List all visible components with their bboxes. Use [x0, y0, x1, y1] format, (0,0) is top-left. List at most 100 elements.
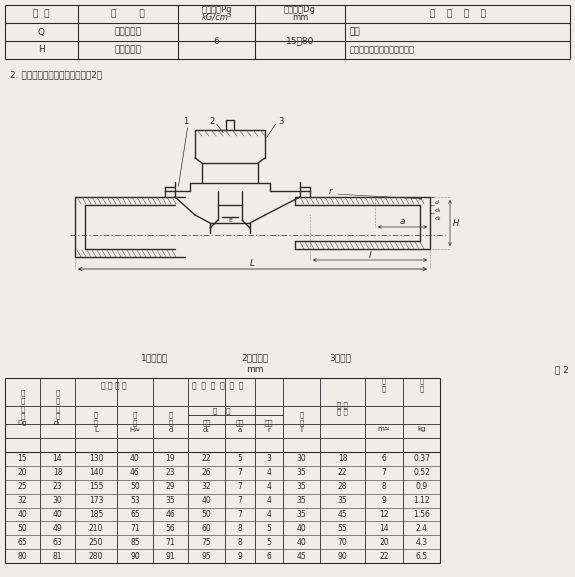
Text: 0.37: 0.37: [413, 455, 430, 463]
Text: 4: 4: [267, 469, 271, 477]
Text: 9: 9: [382, 496, 386, 505]
Text: 140: 140: [89, 469, 104, 477]
Text: 3－阀盖: 3－阀盖: [329, 354, 351, 362]
Text: 适    用    介    质: 适 用 介 质: [430, 9, 485, 18]
Text: 40: 40: [297, 524, 306, 533]
Text: 公称通径Dg: 公称通径Dg: [284, 6, 316, 14]
Text: 6: 6: [382, 455, 386, 463]
Text: 表 2: 表 2: [555, 365, 569, 374]
Text: 8: 8: [237, 538, 243, 546]
Text: 半径
r: 半径 r: [264, 419, 273, 433]
Text: 青铜止回阀: 青铜止回阀: [114, 28, 141, 36]
Text: 1－阀体；: 1－阀体；: [141, 354, 168, 362]
Text: 46: 46: [130, 469, 140, 477]
Text: 22: 22: [338, 469, 347, 477]
Text: 12: 12: [380, 510, 389, 519]
Text: 5: 5: [237, 455, 243, 463]
Text: 4.3: 4.3: [415, 538, 428, 546]
Text: 外径
d₁: 外径 d₁: [202, 419, 211, 433]
Text: 重
量: 重 量: [419, 378, 424, 392]
Text: kG/cm²: kG/cm²: [201, 13, 232, 21]
Text: 7: 7: [237, 496, 243, 505]
Text: 22: 22: [380, 552, 389, 561]
Text: 8: 8: [237, 524, 243, 533]
Text: 18: 18: [53, 469, 62, 477]
Text: 60: 60: [202, 524, 212, 533]
Text: 6: 6: [267, 552, 271, 561]
Text: 6: 6: [214, 36, 220, 46]
Text: 公
称
通
径
Dg: 公 称 通 径 Dg: [18, 390, 28, 426]
Text: 3: 3: [278, 118, 283, 126]
Text: 35: 35: [297, 469, 306, 477]
Text: 80: 80: [18, 552, 28, 561]
Text: 25: 25: [18, 482, 28, 491]
Text: 32: 32: [202, 482, 212, 491]
Text: 71: 71: [130, 524, 140, 533]
Text: 2－阀盘；: 2－阀盘；: [242, 354, 269, 362]
Text: 23: 23: [53, 482, 62, 491]
Text: 49: 49: [53, 524, 62, 533]
Text: 23: 23: [166, 469, 175, 477]
Text: 75: 75: [202, 538, 212, 546]
Text: 1.56: 1.56: [413, 510, 430, 519]
Text: 1.12: 1.12: [413, 496, 430, 505]
Text: l: l: [369, 250, 371, 260]
Text: d: d: [435, 200, 439, 205]
Text: m≈: m≈: [378, 426, 390, 432]
Text: mm: mm: [246, 365, 264, 374]
Text: 30: 30: [297, 455, 306, 463]
Text: 5: 5: [267, 524, 271, 533]
Text: 65: 65: [18, 538, 28, 546]
Text: 32: 32: [18, 496, 28, 505]
Text: 6.5: 6.5: [415, 552, 428, 561]
Text: 名        称: 名 称: [111, 9, 145, 18]
Text: 250: 250: [89, 538, 104, 546]
Text: 30: 30: [53, 496, 62, 505]
Text: 280: 280: [89, 552, 103, 561]
Text: 35: 35: [297, 510, 306, 519]
Text: 1: 1: [183, 118, 189, 126]
Text: 50: 50: [130, 482, 140, 491]
Text: 距离
a: 距离 a: [236, 419, 244, 433]
Text: 淡水、润油、燃油和压缩空气: 淡水、润油、燃油和压缩空气: [350, 46, 415, 54]
Text: 0.52: 0.52: [413, 469, 430, 477]
Text: 40: 40: [130, 455, 140, 463]
Text: 85: 85: [130, 538, 140, 546]
Text: 155: 155: [89, 482, 104, 491]
Text: 185: 185: [89, 510, 103, 519]
Text: 35: 35: [297, 482, 306, 491]
Text: 4: 4: [267, 496, 271, 505]
Text: 63: 63: [53, 538, 62, 546]
Text: d₁: d₁: [435, 208, 442, 213]
Text: 黄铜止回阀: 黄铜止回阀: [114, 46, 141, 54]
Text: 高
度
H≈: 高 度 H≈: [129, 411, 140, 433]
Text: 45: 45: [338, 510, 347, 519]
Text: 22: 22: [202, 455, 211, 463]
Text: 40: 40: [202, 496, 212, 505]
Text: 210: 210: [89, 524, 103, 533]
Text: 130: 130: [89, 455, 104, 463]
Text: 升
程: 升 程: [382, 378, 386, 392]
Text: 5: 5: [267, 538, 271, 546]
Text: 长
度
l: 长 度 l: [300, 411, 304, 433]
Text: 53: 53: [130, 496, 140, 505]
Text: 40: 40: [18, 510, 28, 519]
Text: 56: 56: [166, 524, 175, 533]
Text: E: E: [228, 218, 232, 223]
Text: 81: 81: [53, 552, 62, 561]
Text: 20: 20: [379, 538, 389, 546]
Text: 凸    环: 凸 环: [213, 408, 230, 414]
Text: 14: 14: [379, 524, 389, 533]
Text: 20: 20: [18, 469, 28, 477]
Text: 8: 8: [382, 482, 386, 491]
Text: 实
际
通
径
d₁: 实 际 通 径 d₁: [54, 390, 61, 426]
Text: 7: 7: [237, 510, 243, 519]
Text: 35: 35: [297, 496, 306, 505]
Text: 2.4: 2.4: [416, 524, 427, 533]
Text: 71: 71: [166, 538, 175, 546]
Text: 35: 35: [166, 496, 175, 505]
Text: Q: Q: [38, 28, 45, 36]
Text: 35: 35: [338, 496, 347, 505]
Text: 胶  管  接  头  尺  寸: 胶 管 接 头 尺 寸: [192, 381, 244, 391]
Text: 90: 90: [338, 552, 347, 561]
